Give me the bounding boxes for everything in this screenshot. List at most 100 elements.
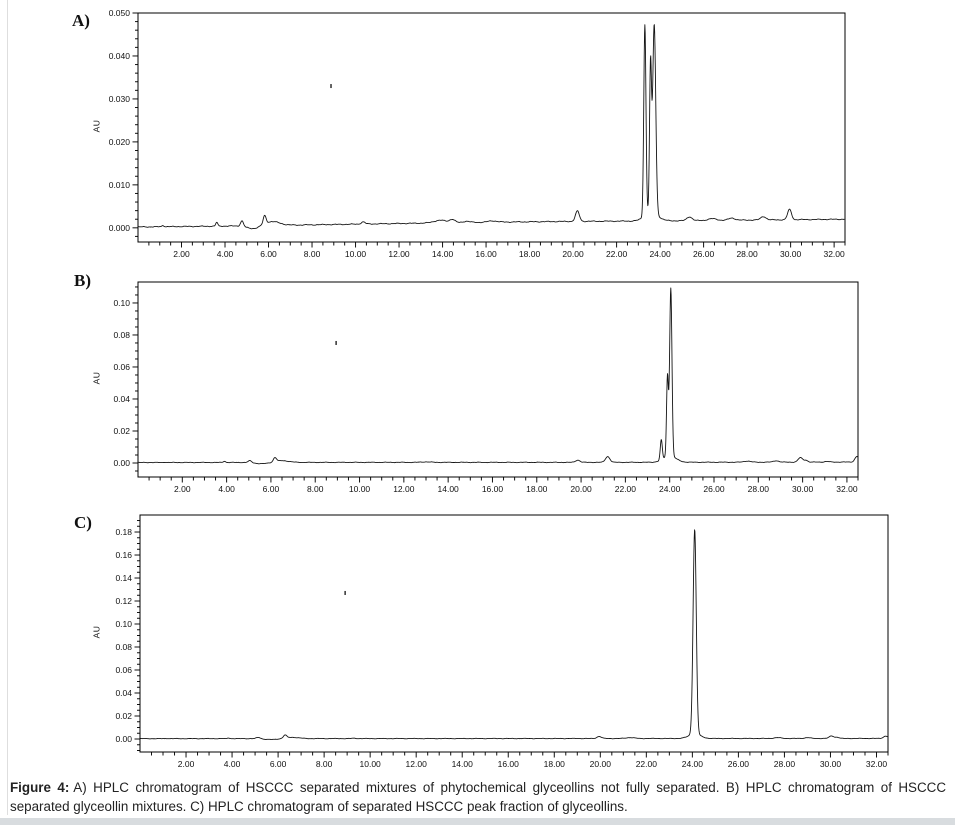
plot-frame (137, 281, 859, 478)
svg-text:10.00: 10.00 (349, 484, 371, 494)
page-left-border (7, 0, 8, 815)
svg-text:0.050: 0.050 (109, 8, 131, 18)
svg-text:2.00: 2.00 (173, 249, 190, 259)
svg-text:24.00: 24.00 (649, 249, 671, 259)
artifact-dot (335, 340, 337, 345)
svg-text:0.14: 0.14 (115, 573, 132, 583)
svg-text:4.00: 4.00 (217, 249, 234, 259)
svg-text:14.00: 14.00 (432, 249, 454, 259)
y-axis-title-a: AU (91, 119, 102, 133)
figure-caption-label: Figure 4: (10, 780, 70, 795)
svg-text:6.00: 6.00 (260, 249, 277, 259)
figure-caption-text: A) HPLC chromatogram of HSCCC separated … (10, 780, 947, 814)
svg-text:24.00: 24.00 (659, 484, 681, 494)
y-axis-ticks: 0.00 0.02 0.04 0.06 0.08 0.10 (113, 298, 138, 468)
svg-text:0.08: 0.08 (113, 330, 130, 340)
svg-text:0.040: 0.040 (109, 51, 131, 61)
svg-text:6.00: 6.00 (270, 759, 287, 769)
svg-text:20.00: 20.00 (570, 484, 592, 494)
chromatogram-plot-b: 2.00 4.00 6.00 8.00 10.00 12.00 14.00 16.00 18.0… (113, 281, 859, 494)
plot-frame (137, 12, 846, 243)
svg-text:32.00: 32.00 (866, 759, 888, 769)
svg-text:2.00: 2.00 (174, 484, 191, 494)
y-axis-ticks: 0.00 0.02 0.04 0.06 0.08 0.10 0.12 0.14 0.16 0.18 (115, 527, 140, 744)
svg-text:2.00: 2.00 (178, 759, 195, 769)
figure-caption: Figure 4: A) HPLC chromatogram of HSCCC s… (10, 779, 946, 816)
svg-text:30.00: 30.00 (820, 759, 842, 769)
svg-text:16.00: 16.00 (482, 484, 504, 494)
chromatogram-plot-a: 2.00 4.00 6.00 8.00 10.00 12.00 14.00 16.00 18.0… (109, 8, 846, 259)
chromatogram-plot-c: 2.00 4.00 6.00 8.00 10.00 12.00 14.00 16.00 18.0… (115, 514, 889, 769)
artifact-dot (344, 590, 346, 595)
svg-text:0.10: 0.10 (115, 619, 132, 629)
svg-text:28.00: 28.00 (748, 484, 770, 494)
svg-text:14.00: 14.00 (438, 484, 460, 494)
plot-frame (139, 514, 889, 753)
svg-text:0.06: 0.06 (113, 362, 130, 372)
svg-text:0.00: 0.00 (113, 458, 130, 468)
x-axis-ticks: 2.00 4.00 6.00 8.00 10.00 12.00 14.00 16.00 18.0… (173, 242, 845, 259)
svg-text:10.00: 10.00 (345, 249, 367, 259)
svg-text:28.00: 28.00 (774, 759, 796, 769)
svg-text:6.00: 6.00 (263, 484, 280, 494)
svg-text:0.04: 0.04 (113, 394, 130, 404)
y-axis-title-b: AU (91, 371, 102, 385)
svg-text:0.030: 0.030 (109, 94, 131, 104)
svg-text:26.00: 26.00 (703, 484, 725, 494)
svg-text:16.00: 16.00 (475, 249, 497, 259)
svg-text:0.020: 0.020 (109, 137, 131, 147)
svg-text:22.00: 22.00 (615, 484, 637, 494)
svg-text:0.00: 0.00 (115, 734, 132, 744)
svg-text:26.00: 26.00 (728, 759, 750, 769)
svg-text:20.00: 20.00 (590, 759, 612, 769)
panel-label-a: A) (72, 11, 90, 30)
svg-text:10.00: 10.00 (360, 759, 382, 769)
svg-text:24.00: 24.00 (682, 759, 704, 769)
svg-text:26.00: 26.00 (693, 249, 715, 259)
svg-text:8.00: 8.00 (307, 484, 324, 494)
chromatogram-trace (137, 24, 845, 230)
svg-text:12.00: 12.00 (388, 249, 410, 259)
svg-text:4.00: 4.00 (218, 484, 235, 494)
svg-text:16.00: 16.00 (498, 759, 520, 769)
panel-label-b: B) (74, 271, 91, 290)
y-axis-ticks: 0.000 0.010 0.020 0.030 0.040 0.050 (109, 8, 138, 233)
svg-text:0.10: 0.10 (113, 298, 130, 308)
svg-text:0.16: 0.16 (115, 550, 132, 560)
svg-text:8.00: 8.00 (304, 249, 321, 259)
svg-text:32.00: 32.00 (823, 249, 845, 259)
page-bottom-bar (0, 818, 955, 825)
svg-text:30.00: 30.00 (792, 484, 814, 494)
y-axis-title-c: AU (91, 625, 102, 639)
svg-text:32.00: 32.00 (836, 484, 858, 494)
svg-text:20.00: 20.00 (562, 249, 584, 259)
svg-text:0.12: 0.12 (115, 596, 132, 606)
svg-text:0.000: 0.000 (109, 223, 131, 233)
svg-text:18.00: 18.00 (526, 484, 548, 494)
svg-text:12.00: 12.00 (393, 484, 415, 494)
svg-text:14.00: 14.00 (452, 759, 474, 769)
svg-text:8.00: 8.00 (316, 759, 333, 769)
svg-text:18.00: 18.00 (519, 249, 541, 259)
svg-text:18.00: 18.00 (544, 759, 566, 769)
svg-text:22.00: 22.00 (636, 759, 658, 769)
svg-text:30.00: 30.00 (780, 249, 802, 259)
svg-text:22.00: 22.00 (606, 249, 628, 259)
chromatogram-trace (137, 287, 858, 465)
svg-text:0.02: 0.02 (115, 711, 132, 721)
chromatogram-trace (140, 529, 888, 740)
x-axis-ticks: 2.00 4.00 6.00 8.00 10.00 12.00 14.00 16.00 18.0… (174, 477, 858, 494)
panel-label-c: C) (74, 513, 92, 532)
svg-text:0.06: 0.06 (115, 665, 132, 675)
x-axis-ticks: 2.00 4.00 6.00 8.00 10.00 12.00 14.00 16.00 18.0… (178, 752, 888, 769)
svg-text:0.010: 0.010 (109, 180, 131, 190)
artifact-dot (330, 84, 332, 89)
svg-text:12.00: 12.00 (406, 759, 428, 769)
svg-text:0.18: 0.18 (115, 527, 132, 537)
svg-text:4.00: 4.00 (224, 759, 241, 769)
svg-text:0.04: 0.04 (115, 688, 132, 698)
svg-text:28.00: 28.00 (736, 249, 758, 259)
svg-text:0.02: 0.02 (113, 426, 130, 436)
